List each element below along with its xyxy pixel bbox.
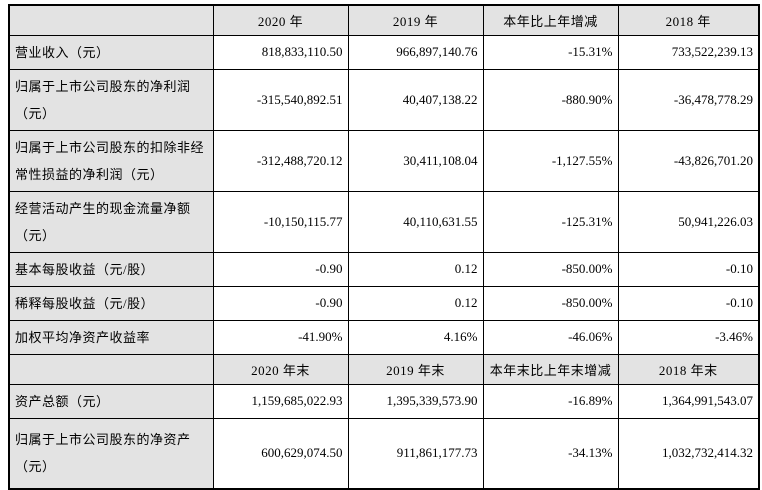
col-header-2020-end: 2020 年末 <box>212 353 349 385</box>
cell-value: 1,364,991,543.07 <box>617 383 760 419</box>
row-label: 资产总额（元） <box>8 383 214 419</box>
cell-value: -850.00% <box>482 285 619 321</box>
cell-value: -0.10 <box>617 285 760 321</box>
report-page: 2020 年 2019 年 本年比上年增减 2018 年 营业收入（元） 818… <box>8 4 760 490</box>
col-header-yearend-change: 本年末比上年末增减 <box>482 353 619 385</box>
cell-value: -1,127.55% <box>482 129 619 192</box>
cell-value: 40,407,138.22 <box>347 68 484 131</box>
table-row-total-assets: 资产总额（元） 1,159,685,022.93 1,395,339,573.9… <box>8 383 760 419</box>
table-row-net-profit-excl-nonrecurring: 归属于上市公司股东的扣除非经常性损益的净利润（元） -312,488,720.1… <box>8 129 760 192</box>
cell-value: 30,411,108.04 <box>347 129 484 192</box>
cell-value: 0.12 <box>347 251 484 287</box>
cell-value: -850.00% <box>482 251 619 287</box>
cell-value: -0.90 <box>212 285 349 321</box>
cell-value: -36,478,778.29 <box>617 68 760 131</box>
table-row-net-profit: 归属于上市公司股东的净利润（元） -315,540,892.51 40,407,… <box>8 68 760 131</box>
row-label: 营业收入（元） <box>8 34 214 70</box>
corner-cell <box>8 4 214 36</box>
cell-value: -3.46% <box>617 319 760 355</box>
row-label: 经营活动产生的现金流量净额（元） <box>8 190 214 253</box>
cell-value: 818,833,110.50 <box>212 34 349 70</box>
header-row-yearend: 2020 年末 2019 年末 本年末比上年末增减 2018 年末 <box>8 353 760 385</box>
row-label: 稀释每股收益（元/股） <box>8 285 214 321</box>
cell-value: -16.89% <box>482 383 619 419</box>
table-row-operating-cash-flow: 经营活动产生的现金流量净额（元） -10,150,115.77 40,110,6… <box>8 190 760 253</box>
row-label: 归属于上市公司股东的扣除非经常性损益的净利润（元） <box>8 129 214 192</box>
cell-value: -41.90% <box>212 319 349 355</box>
col-header-2018: 2018 年 <box>617 4 760 36</box>
table-row-diluted-eps: 稀释每股收益（元/股） -0.90 0.12 -850.00% -0.10 <box>8 285 760 321</box>
cell-value: -46.06% <box>482 319 619 355</box>
table-row-basic-eps: 基本每股收益（元/股） -0.90 0.12 -850.00% -0.10 <box>8 251 760 287</box>
cell-value: -0.90 <box>212 251 349 287</box>
cell-value: -0.10 <box>617 251 760 287</box>
cell-value: -125.31% <box>482 190 619 253</box>
cell-value: -312,488,720.12 <box>212 129 349 192</box>
col-header-2019-end: 2019 年末 <box>347 353 484 385</box>
cell-value: 40,110,631.55 <box>347 190 484 253</box>
cell-value: 966,897,140.76 <box>347 34 484 70</box>
row-label: 基本每股收益（元/股） <box>8 251 214 287</box>
col-header-2019: 2019 年 <box>347 4 484 36</box>
cell-value: -15.31% <box>482 34 619 70</box>
cell-value: 1,395,339,573.90 <box>347 383 484 419</box>
col-header-yoy-change: 本年比上年增减 <box>482 4 619 36</box>
col-header-2020: 2020 年 <box>212 4 349 36</box>
cell-value: -10,150,115.77 <box>212 190 349 253</box>
col-header-2018-end: 2018 年末 <box>617 353 760 385</box>
table-row-operating-revenue: 营业收入（元） 818,833,110.50 966,897,140.76 -1… <box>8 34 760 70</box>
table-row-weighted-avg-roe: 加权平均净资产收益率 -41.90% 4.16% -46.06% -3.46% <box>8 319 760 355</box>
cell-value: -43,826,701.20 <box>617 129 760 192</box>
cell-value: 4.16% <box>347 319 484 355</box>
cell-value: -880.90% <box>482 68 619 131</box>
corner-cell <box>8 353 214 385</box>
row-label: 加权平均净资产收益率 <box>8 319 214 355</box>
cell-value: 733,522,239.13 <box>617 34 760 70</box>
row-label: 归属于上市公司股东的净利润（元） <box>8 68 214 131</box>
cell-value: 1,159,685,022.93 <box>212 383 349 419</box>
header-row-year: 2020 年 2019 年 本年比上年增减 2018 年 <box>8 4 760 36</box>
cell-value: 50,941,226.03 <box>617 190 760 253</box>
financial-summary-table: 2020 年 2019 年 本年比上年增减 2018 年 营业收入（元） 818… <box>8 4 760 490</box>
cell-value: 0.12 <box>347 285 484 321</box>
cell-value: -315,540,892.51 <box>212 68 349 131</box>
